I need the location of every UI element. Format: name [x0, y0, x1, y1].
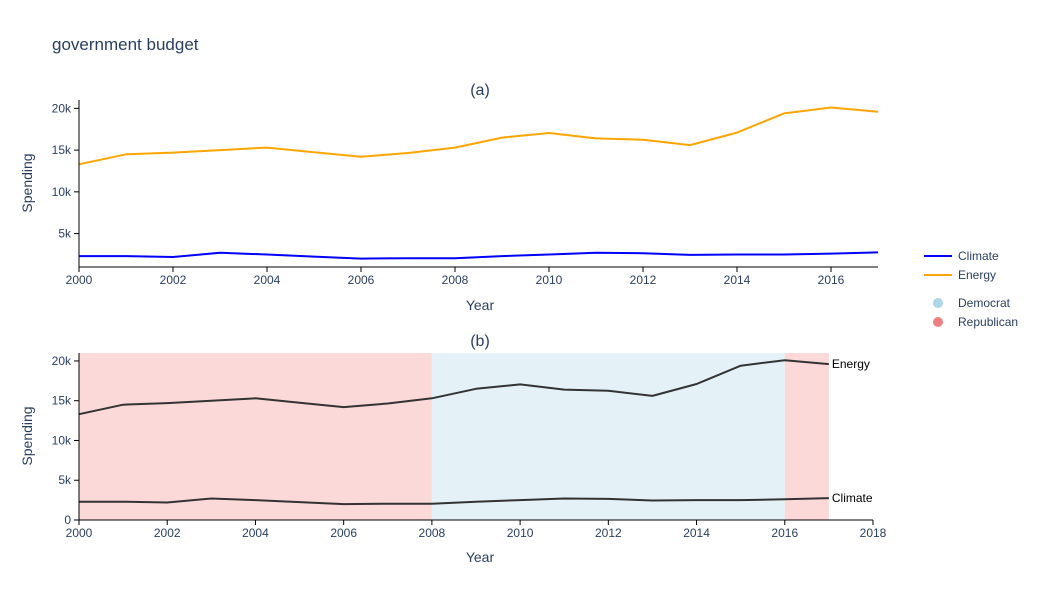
panel-a-x-tick-label: 2012: [630, 273, 657, 287]
panel-a-y-tick-label: 10k: [52, 185, 72, 199]
panel-a-x-tick-label: 2006: [348, 273, 375, 287]
legend-democrat-marker[interactable]: [933, 298, 943, 308]
panel-a-x-tick-label: 2000: [66, 273, 93, 287]
panel-b-y-tick-label: 0: [64, 513, 71, 527]
panel-b-y-tick-label: 15k: [52, 394, 72, 408]
panel-a-x-tick-label: 2014: [724, 273, 751, 287]
panel-a-subtitle: (a): [470, 82, 490, 99]
panel-a-y-tick-label: 5k: [58, 227, 72, 241]
panel-b-subtitle: (b): [470, 333, 490, 350]
panel-b-x-tick-label: 2018: [860, 526, 887, 540]
panel-b-plot-area: Climate Energy: [78, 353, 873, 520]
panel-a: (a) 2000 2002 2004 2006 2008 2010 2012 2014 2016…: [19, 82, 879, 313]
legend-republican-marker[interactable]: [933, 317, 943, 327]
panel-b-x-axis-title: Year: [466, 549, 495, 565]
panel-b-x-tick-label: 2002: [154, 526, 181, 540]
panel-b-x-tick-label: 2010: [507, 526, 534, 540]
panel-a-x-axis-title: Year: [466, 297, 495, 313]
legend-republican-label[interactable]: Republican: [958, 315, 1018, 329]
panel-b-x-tick-label: 2012: [595, 526, 622, 540]
panel-b-y-axis-title: Spending: [19, 406, 35, 465]
legend-democrat-label[interactable]: Democrat: [958, 296, 1011, 310]
panel-a-x-tick-label: 2002: [160, 273, 187, 287]
legend-energy-label[interactable]: Energy: [958, 268, 996, 282]
legend: Climate Energy Democrat Republican: [924, 249, 1018, 329]
panel-a-y-axis-title: Spending: [19, 153, 35, 212]
panel-a-series-climate[interactable]: [79, 251, 879, 260]
chart-title: government budget: [52, 35, 199, 54]
panel-b-series-energy[interactable]: [78, 359, 829, 416]
panel-a-x-tick-label: 2016: [818, 273, 845, 287]
panel-b-x-tick-label: 2014: [683, 526, 710, 540]
panel-b-series-climate[interactable]: [79, 497, 829, 506]
shaded-period-republican-2: [784, 353, 829, 520]
panel-b-axes: 2000 2002 2004 2006 2008 2010 2012 2014 2016 2018…: [52, 353, 887, 540]
panel-a-axes: 2000 2002 2004 2006 2008 2010 2012 2014 2016 5k 10…: [52, 100, 878, 287]
panel-b-x-tick-label: 2008: [419, 526, 446, 540]
panel-b-y-tick-label: 10k: [52, 433, 72, 447]
panel-b-y-tick-label: 5k: [58, 473, 72, 487]
panel-a-y-tick-label: 20k: [52, 101, 72, 115]
panel-b-x-tick-label: 2000: [66, 526, 93, 540]
end-label-climate: Climate: [832, 491, 873, 505]
shaded-period-democrat-1: [431, 353, 785, 520]
panel-b-x-tick-label: 2006: [330, 526, 357, 540]
panel-b-y-tick-label: 20k: [52, 354, 72, 368]
panel-a-x-tick-label: 2008: [442, 273, 469, 287]
panel-a-x-tick-label: 2004: [254, 273, 281, 287]
legend-climate-label[interactable]: Climate: [958, 249, 999, 263]
panel-b-x-tick-label: 2004: [242, 526, 269, 540]
panel-a-series-energy[interactable]: [78, 106, 879, 166]
panel-a-x-tick-label: 2010: [536, 273, 563, 287]
end-label-energy: Energy: [832, 357, 870, 371]
panel-a-plot-area: [78, 106, 879, 260]
shaded-period-republican-0: [79, 353, 432, 520]
panel-a-y-tick-label: 15k: [52, 143, 72, 157]
panel-b-x-tick-label: 2016: [771, 526, 798, 540]
